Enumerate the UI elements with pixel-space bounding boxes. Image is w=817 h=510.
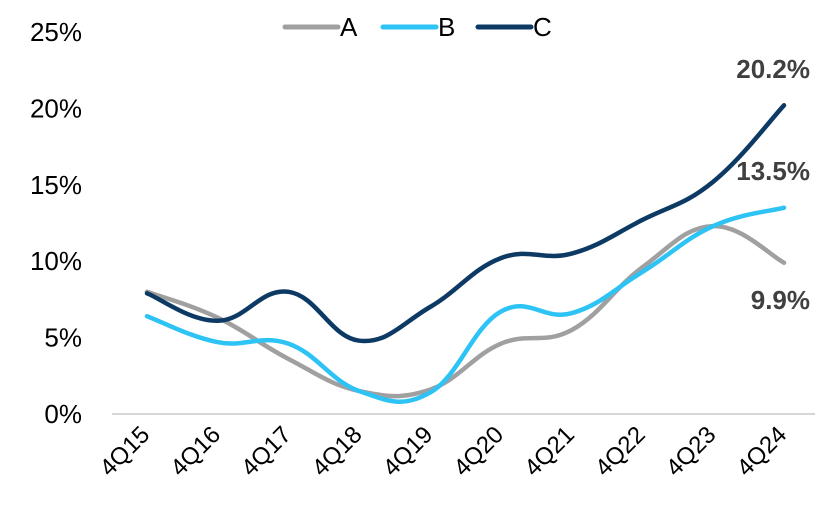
y-axis-ticks: 0% 5% 10% 15% 20% 25% xyxy=(30,17,82,429)
y-tick-label: 25% xyxy=(30,17,82,47)
y-tick-label: 0% xyxy=(44,399,82,429)
end-label-b: 13.5% xyxy=(736,156,810,186)
x-tick-label: 4Q22 xyxy=(590,421,651,482)
x-tick-label: 4Q19 xyxy=(378,421,439,482)
x-tick-label: 4Q24 xyxy=(732,421,793,482)
legend-label-b: B xyxy=(438,12,455,42)
end-labels: 9.9% 13.5% 20.2% xyxy=(736,54,810,315)
x-tick-label: 4Q16 xyxy=(165,421,226,482)
legend: A B C xyxy=(282,12,552,42)
y-tick-label: 5% xyxy=(44,323,82,353)
y-tick-label: 15% xyxy=(30,170,82,200)
x-tick-label: 4Q21 xyxy=(519,421,580,482)
series-line-c xyxy=(144,103,787,344)
end-label-c: 20.2% xyxy=(736,54,810,84)
x-tick-label: 4Q23 xyxy=(661,421,722,482)
legend-label-a: A xyxy=(340,12,358,42)
y-tick-label: 20% xyxy=(30,93,82,123)
x-tick-label: 4Q20 xyxy=(449,421,510,482)
y-tick-label: 10% xyxy=(30,246,82,276)
series-line-b xyxy=(144,205,787,404)
end-label-a: 9.9% xyxy=(751,285,810,315)
x-tick-label: 4Q17 xyxy=(236,421,297,482)
legend-label-c: C xyxy=(533,12,552,42)
x-tick-label: 4Q15 xyxy=(95,421,156,482)
x-axis-ticks: 4Q15 4Q16 4Q17 4Q18 4Q19 4Q20 4Q21 4Q22 4Q23 4Q24 xyxy=(95,421,793,482)
series-lines xyxy=(144,103,787,404)
x-tick-label: 4Q18 xyxy=(307,421,368,482)
